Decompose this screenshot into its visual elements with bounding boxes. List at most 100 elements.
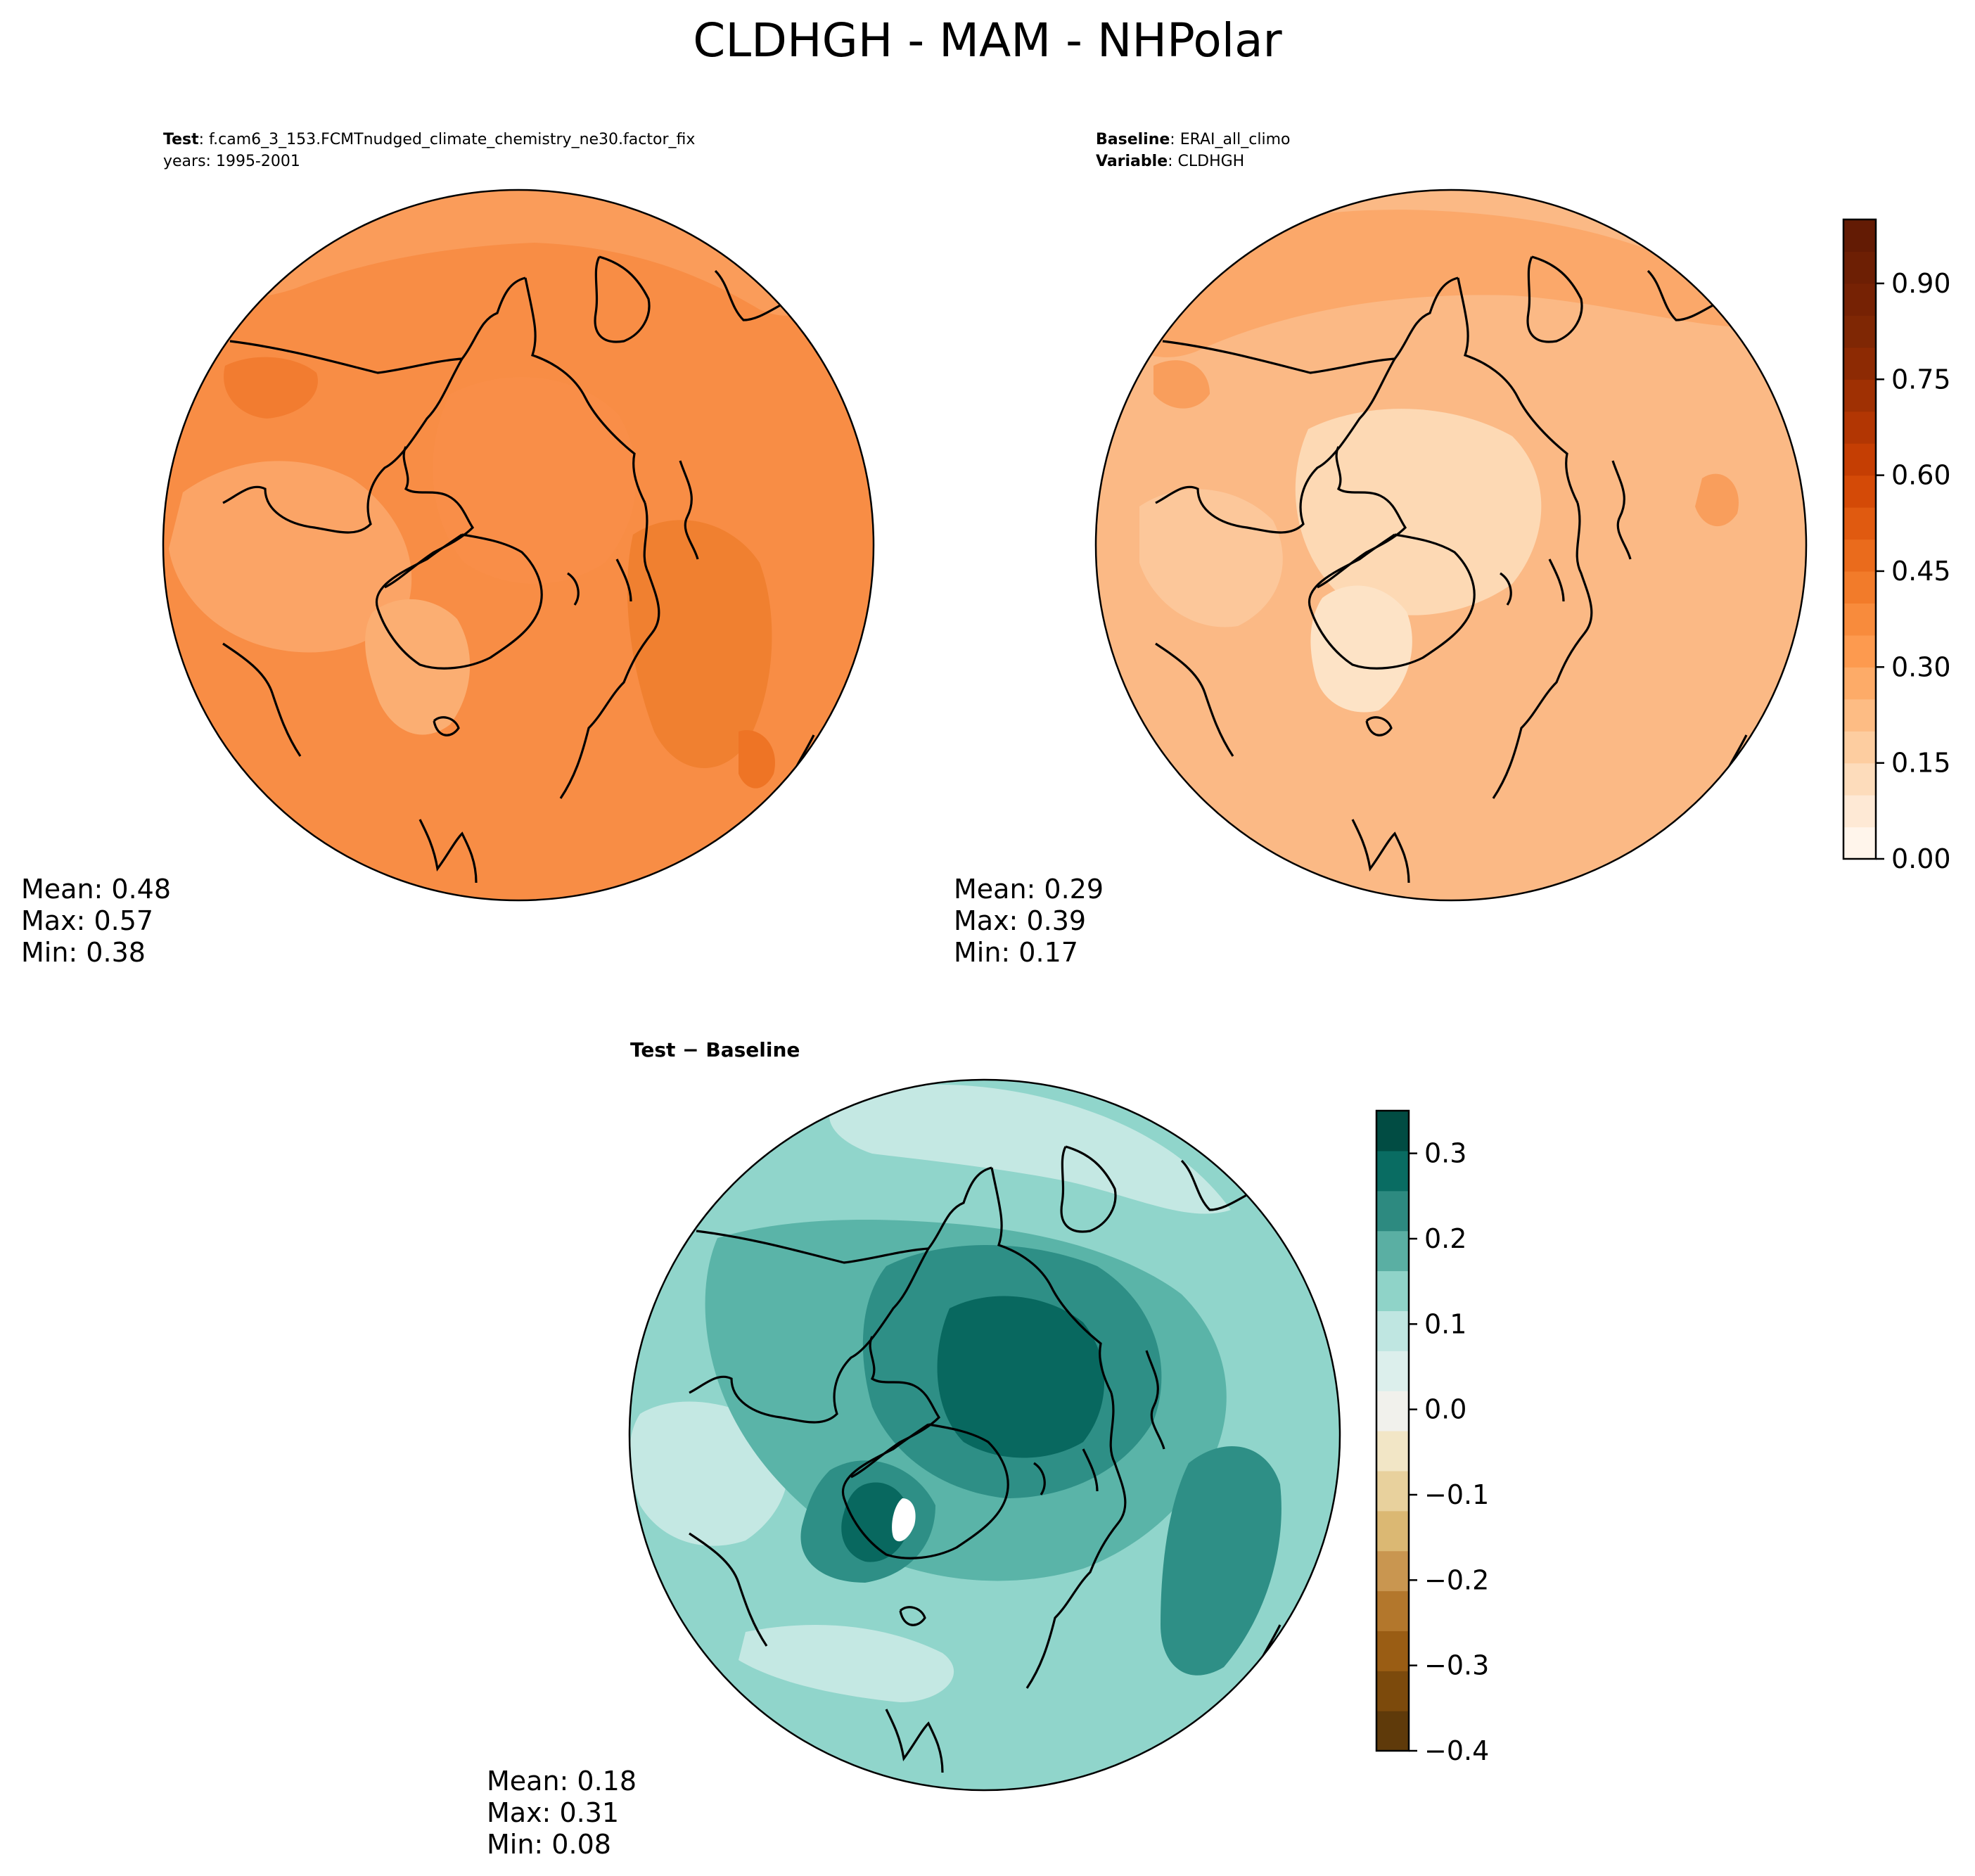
- baseline-colorbar-tick-label: 0.15: [1891, 748, 1951, 779]
- baseline-mean: Mean: 0.29: [954, 874, 1104, 905]
- baseline-region-pacific: [1153, 360, 1210, 409]
- baseline-colorbar-segment: [1843, 347, 1876, 380]
- difference-region-greenland-min: [892, 1498, 916, 1542]
- difference-colorbar-segment: [1376, 1470, 1409, 1512]
- baseline-map-border: [1094, 189, 1808, 902]
- difference-colorbar-segment: [1376, 1150, 1409, 1192]
- difference-region-east-band: [1161, 1446, 1281, 1676]
- difference-map-border: [628, 1078, 1341, 1792]
- baseline-max: Max: 0.39: [954, 905, 1086, 936]
- difference-colorbar: −0.4 −0.3 −0.2 −0.1 0.0 0.1 0.2 0.3: [1375, 1109, 1489, 1766]
- test-header-value: f.cam6_3_153.FCMTnudged_climate_chemistr…: [209, 131, 695, 148]
- test-header-years: years: 1995-2001: [163, 153, 300, 170]
- test-header-sep: :: [199, 131, 209, 148]
- test-region-siberia: [224, 357, 318, 419]
- panel-test: Test: f.cam6_3_153.FCMTnudged_climate_ch…: [21, 131, 875, 968]
- difference-colorbar-segment: [1376, 1631, 1409, 1671]
- baseline-header-value: ERAI_all_climo: [1180, 131, 1291, 148]
- baseline-colorbar-segment: [1843, 570, 1876, 604]
- difference-mean: Mean: 0.18: [487, 1766, 637, 1797]
- baseline-region-midlat-ring: [1108, 210, 1772, 357]
- baseline-colorbar-segment: [1843, 251, 1876, 284]
- baseline-colorbar-segment: [1843, 634, 1876, 668]
- baseline-colorbar-segment: [1843, 667, 1876, 700]
- panel-baseline: Baseline: ERAI_all_climo Variable: CLDHG…: [954, 131, 1951, 968]
- baseline-colorbar-tick-label: 0.00: [1891, 843, 1951, 874]
- baseline-colorbar-frame: [1842, 218, 1877, 860]
- baseline-region-canada: [1139, 489, 1283, 627]
- difference-colorbar-segment: [1376, 1510, 1409, 1552]
- difference-region-arctic-core: [937, 1296, 1104, 1458]
- difference-colorbar-segment: [1376, 1190, 1409, 1232]
- baseline-min: Min: 0.17: [954, 937, 1078, 968]
- baseline-colorbar-segment: [1843, 731, 1876, 764]
- difference-region-greenland-core: [841, 1482, 911, 1562]
- baseline-colorbar-segment: [1843, 698, 1876, 732]
- test-map: [163, 190, 874, 900]
- baseline-header-label: Baseline: [1096, 131, 1170, 148]
- baseline-header-sep: :: [1170, 131, 1180, 148]
- baseline-colorbar-segment: [1843, 539, 1876, 572]
- baseline-colorbar-tick-label: 0.60: [1891, 460, 1951, 491]
- baseline-colorbar-segment: [1843, 219, 1876, 253]
- test-header-line1: Test: f.cam6_3_153.FCMTnudged_climate_ch…: [163, 131, 695, 148]
- test-region-canada: [169, 461, 412, 653]
- baseline-colorbar-segment: [1843, 475, 1876, 508]
- difference-header: Test − Baseline: [630, 1038, 800, 1061]
- baseline-colorbar-segment: [1843, 283, 1876, 316]
- difference-colorbar-tick-label: 0.0: [1424, 1394, 1466, 1425]
- baseline-colorbar-tick-label: 0.75: [1891, 364, 1951, 395]
- baseline-colorbar-segment: [1843, 443, 1876, 476]
- difference-colorbar-segment: [1376, 1270, 1409, 1311]
- baseline-variable-label: Variable: [1096, 153, 1168, 170]
- difference-colorbar-tick-label: 0.3: [1424, 1138, 1466, 1169]
- difference-colorbar-segment: [1376, 1310, 1409, 1351]
- difference-colorbar-segment: [1376, 1711, 1409, 1751]
- baseline-colorbar-segment: [1843, 315, 1876, 348]
- baseline-colorbar-segment: [1843, 762, 1876, 796]
- baseline-colorbar-tick-label: 0.90: [1891, 268, 1951, 299]
- difference-colorbar-segment: [1376, 1550, 1409, 1592]
- difference-colorbar-tick-label: −0.1: [1424, 1479, 1489, 1510]
- test-mean: Mean: 0.48: [21, 874, 171, 905]
- baseline-region-greenland: [1310, 585, 1412, 713]
- baseline-region-atlantic: [1695, 473, 1739, 527]
- difference-colorbar-tick-label: 0.2: [1424, 1223, 1466, 1254]
- panel-difference: Test − Baseline Mean: 0.18 Max: 0.31 Min…: [487, 1038, 1489, 1860]
- test-max: Max: 0.57: [21, 905, 153, 936]
- test-region-atlantic: [627, 520, 772, 769]
- difference-min: Min: 0.08: [487, 1829, 611, 1860]
- baseline-variable-value: CLDHGH: [1178, 153, 1245, 170]
- difference-colorbar-segment: [1376, 1590, 1409, 1631]
- baseline-colorbar-segment: [1843, 379, 1876, 412]
- test-map-border: [162, 189, 875, 902]
- difference-colorbar-tick-label: 0.1: [1424, 1308, 1466, 1339]
- baseline-colorbar-segment: [1843, 827, 1876, 860]
- test-region-greenland: [365, 599, 471, 735]
- difference-colorbar-tick-label: −0.4: [1424, 1735, 1489, 1766]
- difference-colorbar-tick-label: −0.3: [1424, 1650, 1489, 1681]
- baseline-header-line1: Baseline: ERAI_all_climo: [1096, 131, 1290, 148]
- test-header-label: Test: [163, 131, 199, 148]
- baseline-colorbar-segment: [1843, 507, 1876, 540]
- test-region-central: [433, 377, 637, 584]
- baseline-colorbar-segment: [1843, 603, 1876, 636]
- difference-colorbar-segment: [1376, 1351, 1409, 1391]
- difference-colorbar-tick-label: −0.2: [1424, 1564, 1489, 1595]
- test-region-europe: [739, 730, 775, 789]
- difference-colorbar-segment: [1376, 1431, 1409, 1472]
- baseline-header-line2: Variable: CLDHGH: [1096, 153, 1244, 170]
- difference-colorbar-segment: [1376, 1391, 1409, 1431]
- test-min: Min: 0.38: [21, 937, 146, 968]
- baseline-variable-sep: :: [1168, 153, 1177, 170]
- difference-colorbar-segment: [1376, 1671, 1409, 1711]
- baseline-colorbar-segment: [1843, 411, 1876, 444]
- difference-max: Max: 0.31: [487, 1797, 619, 1828]
- baseline-map: [1096, 190, 1806, 900]
- difference-map: [629, 1080, 1340, 1790]
- difference-colorbar-segment: [1376, 1230, 1409, 1272]
- baseline-colorbar-segment: [1843, 795, 1876, 828]
- difference-region-low-south: [739, 1625, 954, 1702]
- difference-colorbar-segment: [1376, 1111, 1409, 1151]
